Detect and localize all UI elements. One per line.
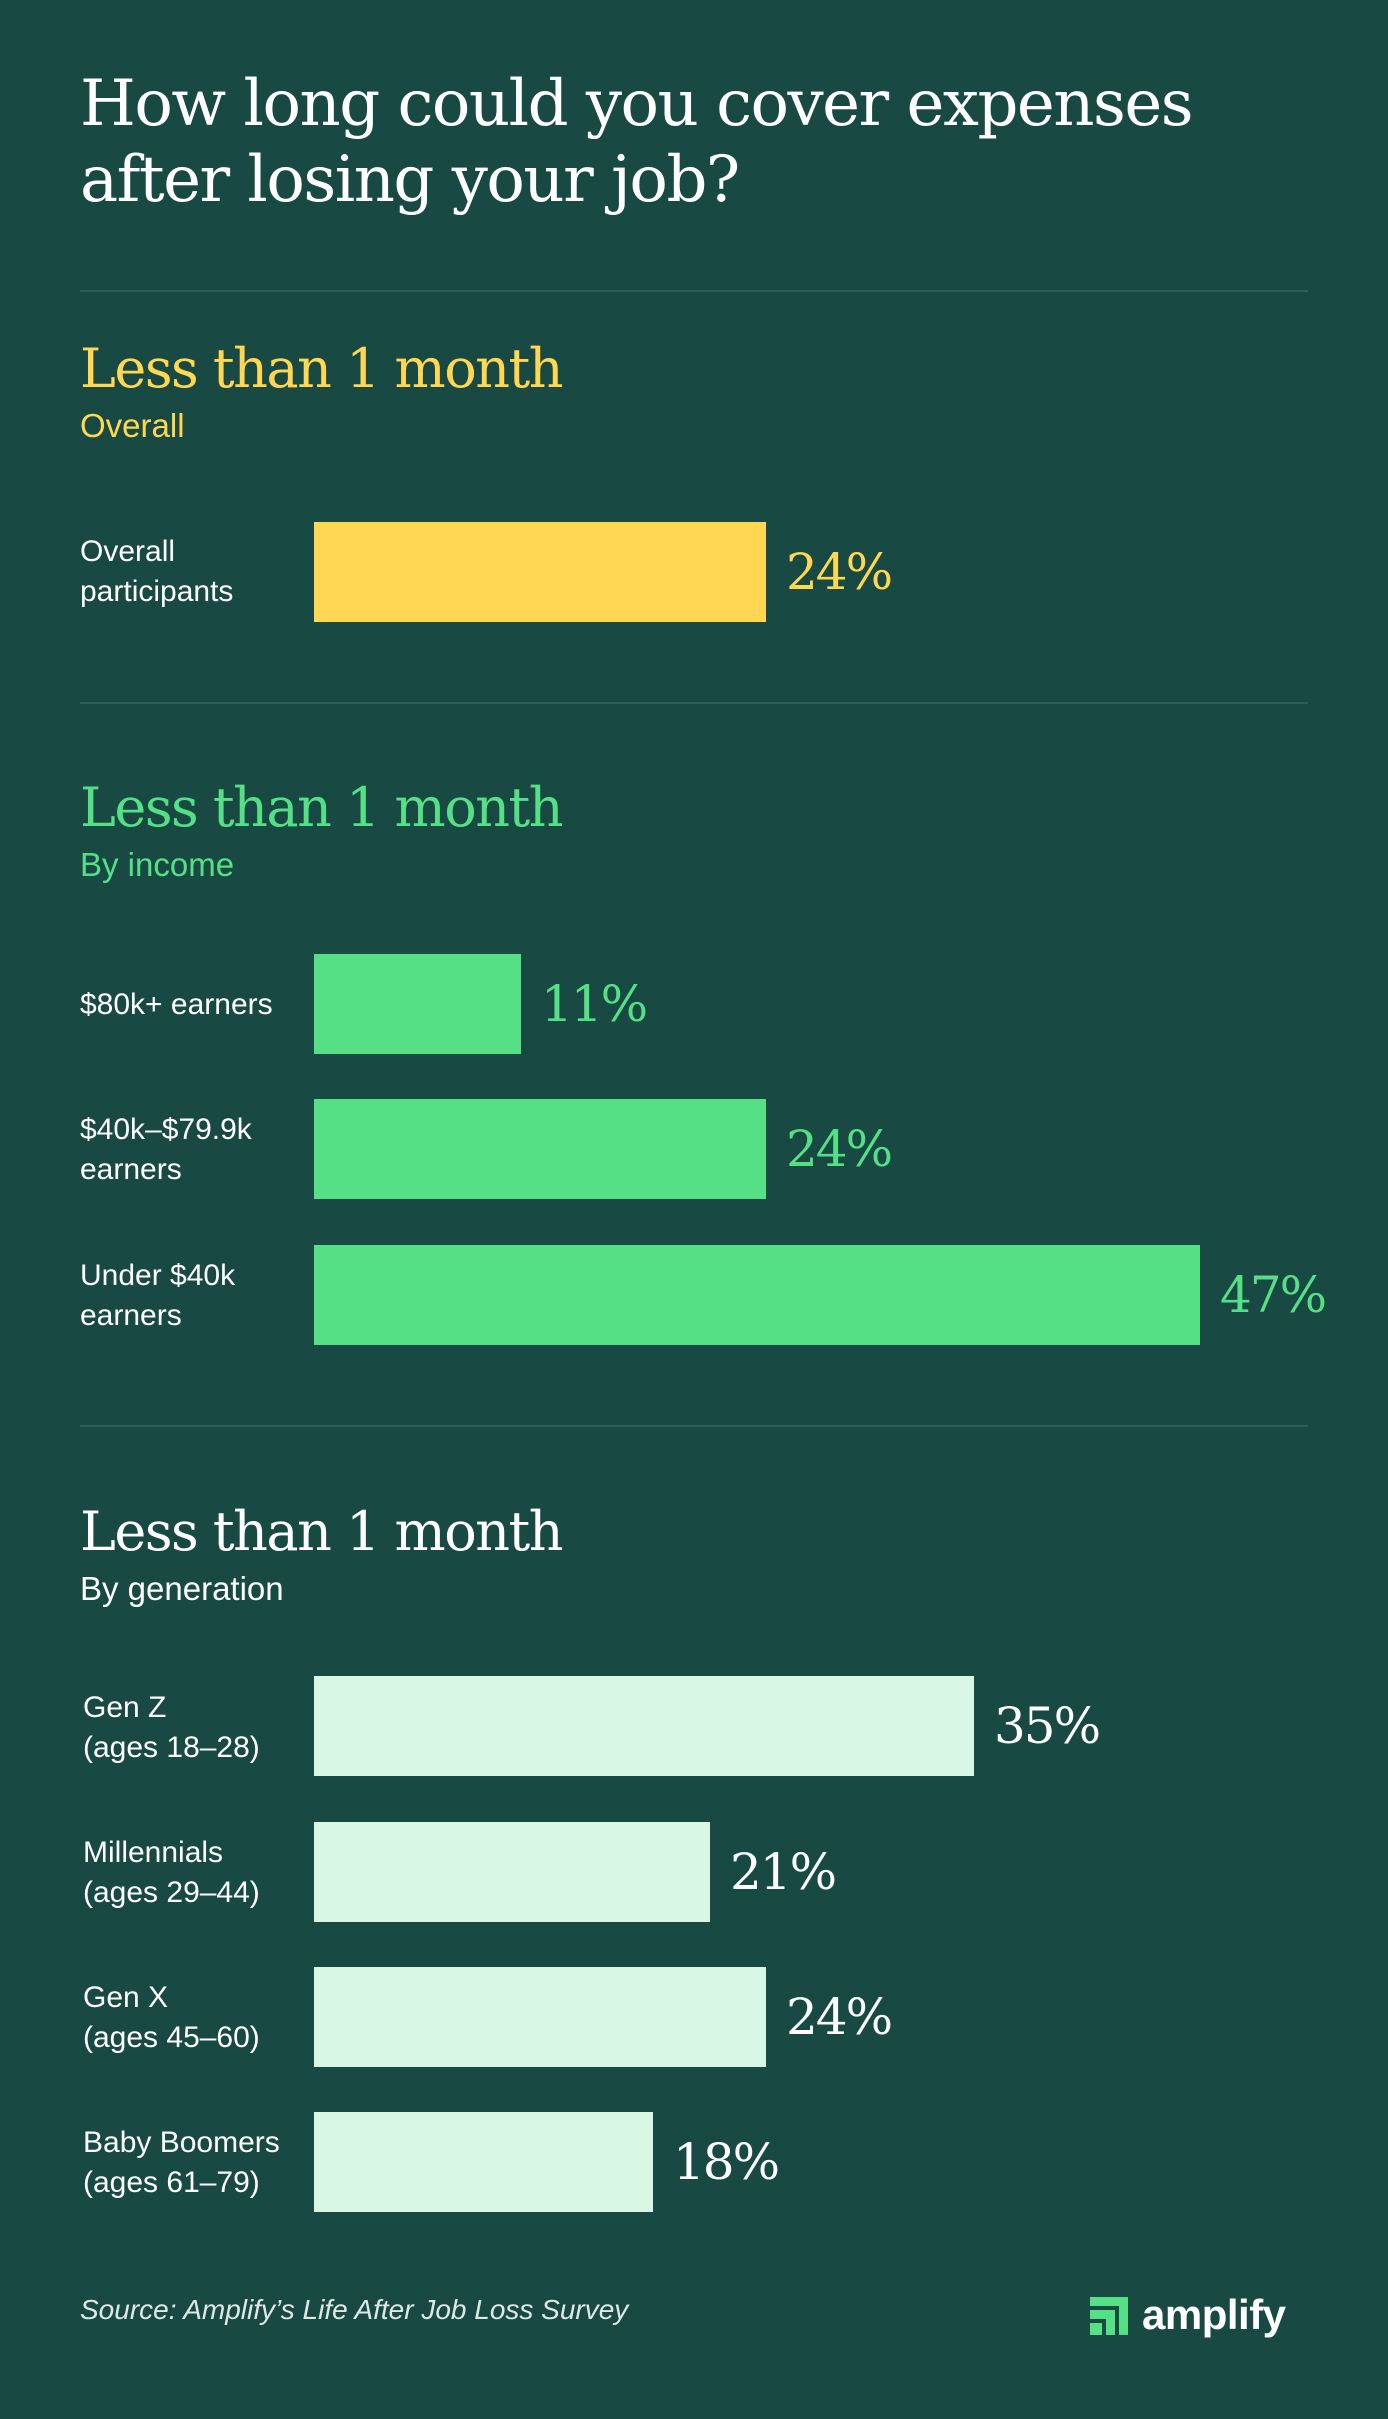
value-label: 47%: [1220, 1266, 1327, 1324]
page-title: How long could you cover expenses after …: [80, 67, 1194, 217]
section-subtitle: By income: [80, 846, 235, 883]
section-title: Less than 1 month: [80, 1500, 564, 1563]
bar: [314, 1676, 974, 1776]
value-label: 24%: [786, 1988, 893, 2046]
bar: [314, 1245, 1200, 1345]
row-label: Under $40k earners: [80, 1259, 236, 1332]
row-label: $80k+ earners: [80, 988, 273, 1021]
row-label: $40k–$79.9k earners: [80, 1113, 252, 1186]
divider: [80, 1425, 1308, 1427]
divider: [80, 290, 1308, 292]
row-label: Gen X (ages 45–60): [83, 1981, 260, 2054]
bar: [314, 954, 521, 1054]
bar: [314, 522, 766, 622]
source-note: Source: Amplify’s Life After Job Loss Su…: [80, 2294, 629, 2325]
bar: [314, 2112, 653, 2212]
amplify-logo-icon: [1090, 2297, 1128, 2335]
section-title: Less than 1 month: [80, 776, 564, 839]
value-label: 35%: [994, 1697, 1101, 1755]
bar: [314, 1967, 766, 2067]
row-label: Millennials (ages 29–44): [83, 1836, 260, 1909]
value-label: 18%: [673, 2133, 780, 2191]
value-label: 24%: [786, 543, 893, 601]
value-label: 21%: [730, 1843, 837, 1901]
row-label: Gen Z (ages 18–28): [83, 1691, 260, 1764]
section-subtitle: By generation: [80, 1570, 284, 1607]
amplify-logo: amplify: [1088, 2290, 1286, 2340]
bar: [314, 1822, 710, 1922]
logo-text: amplify: [1142, 2291, 1286, 2338]
row-label: Baby Boomers (ages 61–79): [83, 2126, 280, 2199]
section-subtitle: Overall: [80, 407, 185, 444]
section-title: Less than 1 month: [80, 337, 564, 400]
row-label: Overall participants: [80, 535, 234, 608]
divider: [80, 702, 1308, 704]
value-label: 11%: [541, 975, 648, 1033]
value-label: 24%: [786, 1120, 893, 1178]
bar: [314, 1099, 766, 1199]
